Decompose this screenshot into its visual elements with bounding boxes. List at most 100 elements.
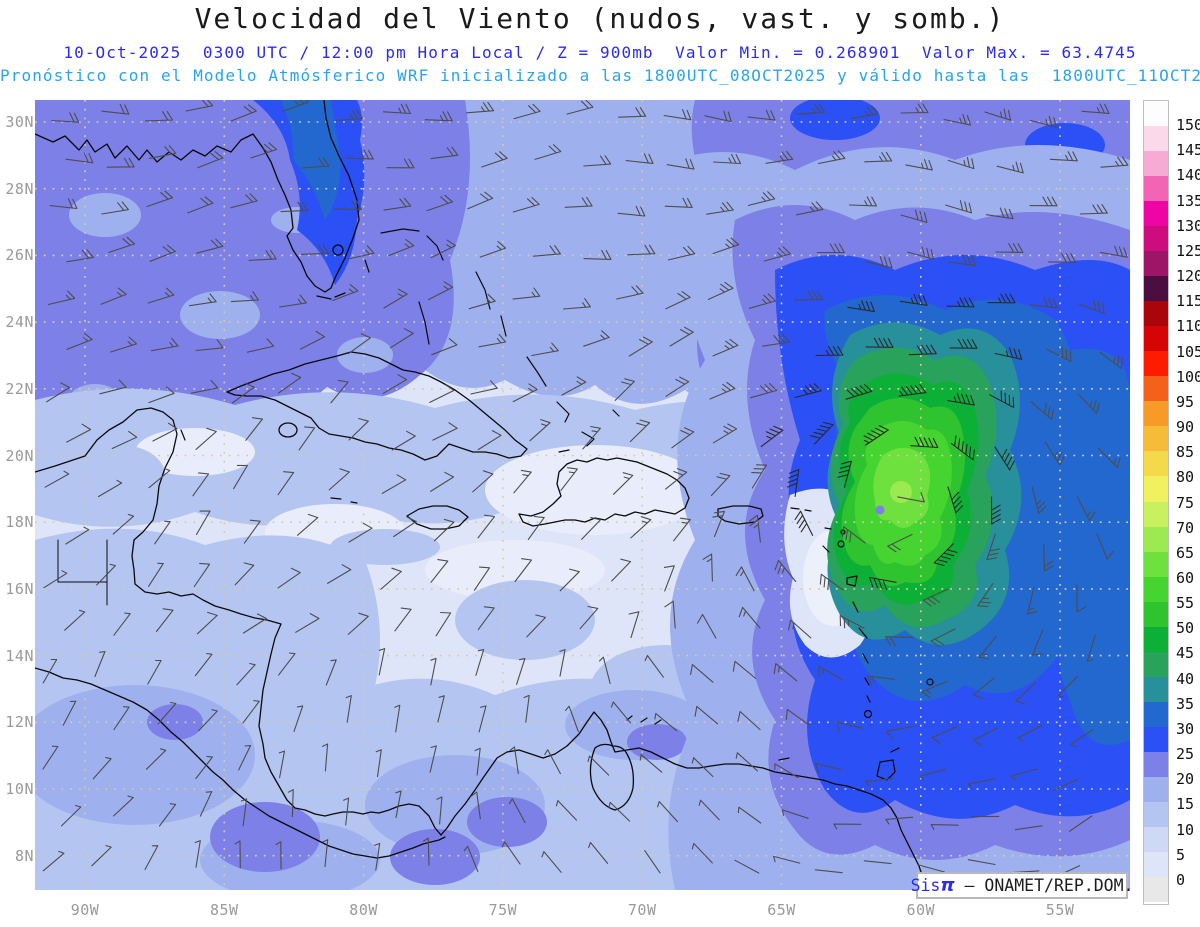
wind-barb: [774, 560, 797, 583]
wind-barb: [885, 725, 914, 740]
wind-barb: [710, 472, 731, 497]
wind-barb: [328, 468, 350, 491]
lat-tick-label: 10N: [5, 780, 34, 798]
wind-barb: [529, 419, 551, 442]
wind-barb: [933, 543, 958, 567]
colorbar-cell: [1144, 501, 1168, 527]
wind-barb: [1029, 115, 1057, 128]
wind-barb: [277, 471, 295, 496]
wind-barb: [541, 851, 562, 873]
wind-barb: [555, 800, 578, 821]
colorbar-cell: [1144, 326, 1168, 352]
wind-barb: [472, 470, 494, 493]
wind-barb: [560, 467, 578, 491]
colorbar-tick-label: 65: [1176, 543, 1195, 562]
wind-barb: [194, 652, 213, 677]
wind-barb: [108, 236, 136, 253]
coast-florida-keys: [316, 292, 346, 300]
wind-barb: [667, 245, 696, 261]
wind-barb: [665, 291, 691, 310]
wind-barb: [149, 244, 176, 262]
wind-barb: [97, 479, 123, 498]
wind-barb: [194, 840, 201, 868]
wind-barb: [950, 435, 975, 461]
wind-barb: [66, 332, 93, 350]
wind-barb: [984, 108, 1012, 121]
colorbar-tick-label: 90: [1176, 418, 1195, 437]
colorbar-cell: [1144, 126, 1168, 152]
colorbar-tick-label: 40: [1176, 669, 1195, 688]
wind-barb: [614, 378, 635, 401]
wind-barb: [865, 777, 894, 787]
wind-barbs-layer: [42, 100, 1129, 878]
wind-barb: [994, 347, 1023, 360]
wind-barb: [242, 613, 267, 634]
wind-barb: [639, 754, 663, 773]
wind-barb: [707, 281, 734, 300]
colorbar-tick-label: 105: [1176, 342, 1200, 361]
wind-barb: [657, 801, 679, 823]
wind-barb: [433, 518, 455, 542]
wind-barb: [463, 845, 479, 872]
wind-barb: [92, 757, 112, 780]
wind-barb: [430, 559, 449, 583]
colorbar-tick-label: 150: [1176, 116, 1200, 135]
wind-barb: [230, 104, 257, 122]
wind-barb: [747, 191, 776, 206]
wind-barb: [347, 245, 375, 260]
colorbar-tick-label: 110: [1176, 317, 1200, 336]
wind-barb: [1076, 584, 1087, 613]
wind-barb: [144, 845, 159, 871]
wind-barb: [885, 636, 914, 647]
wind-barb: [664, 600, 676, 629]
wind-barb: [466, 101, 495, 114]
wind-barb: [737, 710, 761, 731]
wind-barb: [386, 158, 415, 169]
wind-barb: [787, 469, 800, 497]
wind-barb: [985, 207, 1014, 220]
wind-barb: [436, 796, 443, 825]
wind-barb: [113, 612, 131, 636]
wind-barb: [243, 519, 261, 544]
wind-barb: [427, 281, 454, 301]
wind-barb: [516, 658, 526, 685]
wind-barb: [100, 287, 127, 305]
wind-barb: [612, 472, 634, 495]
wind-barb: [240, 798, 248, 827]
wind-barb: [1044, 441, 1065, 466]
colorbar-tick-label: 30: [1176, 719, 1195, 738]
wind-barb: [910, 436, 939, 449]
wind-barb: [737, 806, 762, 824]
wind-barb: [773, 855, 801, 864]
colorbar-cell: [1144, 151, 1168, 177]
bahamas-islands: [364, 228, 620, 447]
wind-barb: [907, 246, 935, 260]
subtitle-model-info: Pronóstico con el Modelo Atmósferico WRF…: [0, 66, 1200, 85]
wind-barb: [473, 566, 491, 591]
colorbar-cell: [1144, 601, 1168, 627]
wind-barb: [709, 381, 736, 400]
lat-tick-label: 30N: [5, 113, 34, 131]
wind-barb: [531, 342, 559, 357]
wind-barb: [887, 533, 913, 553]
wind-barb: [930, 824, 959, 830]
colorbar-tick-label: 75: [1176, 493, 1195, 512]
wind-barb: [322, 743, 329, 772]
wind-barb: [158, 803, 177, 827]
wind-barb: [236, 662, 256, 686]
wind-barb: [815, 762, 843, 774]
wind-barb: [42, 850, 65, 872]
wind-barb: [65, 152, 94, 164]
wind-barb: [1014, 825, 1043, 831]
wind-barb: [43, 570, 68, 589]
wind-barb: [1030, 401, 1054, 420]
wind-barb: [735, 566, 755, 592]
wind-barb: [930, 628, 956, 648]
lat-tick-label: 28N: [5, 179, 34, 198]
wind-barb: [1068, 815, 1093, 832]
wind-barb: [348, 417, 369, 441]
wind-barb: [814, 869, 843, 874]
wind-barb: [1015, 682, 1037, 705]
wind-barb: [986, 533, 1001, 561]
wind-barb: [327, 564, 352, 584]
